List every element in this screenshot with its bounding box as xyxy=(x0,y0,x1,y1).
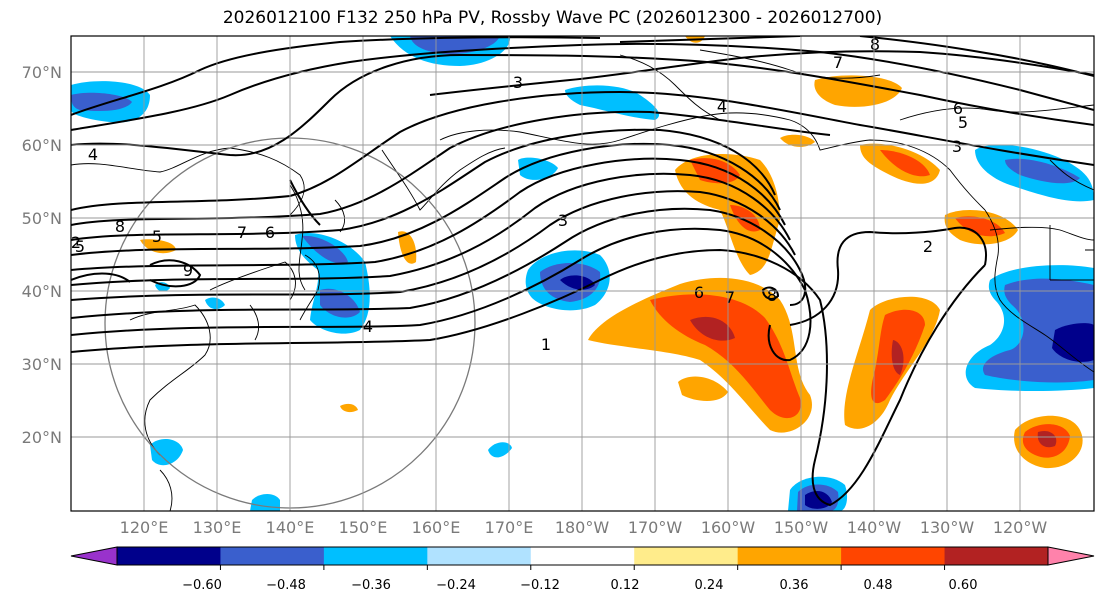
contour-label: 7 xyxy=(237,223,247,242)
colorbar-segment xyxy=(634,547,739,565)
contour-label: 3 xyxy=(513,73,523,92)
colorbar-tick-label: 0.36 xyxy=(780,578,809,593)
contour-label: 3 xyxy=(952,137,962,156)
coastlines xyxy=(71,49,1094,511)
colorbar-segment xyxy=(530,547,635,565)
lat-label: 30°N xyxy=(22,355,62,374)
pv-contours xyxy=(71,36,1094,507)
lon-label: 140°E xyxy=(266,518,315,537)
colorbar-segment xyxy=(220,547,325,565)
lat-label: 60°N xyxy=(22,136,62,155)
colorbar-tick-labels: −0.60 −0.48 −0.36 −0.24 −0.12 0.12 0.24 … xyxy=(182,578,977,593)
colorbar-segment xyxy=(944,547,1049,565)
contour-label: 6 xyxy=(265,223,275,242)
contour-label: 8 xyxy=(115,217,125,236)
contour-label: 3 xyxy=(558,211,568,230)
colorbar-tick-label: 0.12 xyxy=(611,578,640,593)
gridlines xyxy=(71,36,1094,511)
lon-label: 170°W xyxy=(628,518,683,537)
longitude-labels: 120°E 130°E 140°E 150°E 160°E 170°E 180°… xyxy=(120,518,1048,537)
contour-label: 4 xyxy=(88,145,98,164)
lon-label: 140°W xyxy=(847,518,902,537)
colorbar-tick-label: −0.36 xyxy=(351,578,391,593)
lon-label: 180°W xyxy=(555,518,610,537)
contour-label: 7 xyxy=(725,288,735,307)
contour-label: 8 xyxy=(870,35,880,54)
contour-label: 5 xyxy=(152,227,162,246)
contour-label: 9 xyxy=(183,261,193,280)
colorbar-tick-label: 0.60 xyxy=(949,578,978,593)
lon-label: 120°W xyxy=(993,518,1048,537)
contour-label: 4 xyxy=(363,317,373,336)
lon-label: 150°E xyxy=(339,518,388,537)
lat-label: 70°N xyxy=(22,63,62,82)
lon-label: 150°W xyxy=(774,518,829,537)
map-title: 2026012100 F132 250 hPa PV, Rossby Wave … xyxy=(222,8,883,28)
lon-label: 170°E xyxy=(485,518,534,537)
colorbar-outline xyxy=(70,546,1095,566)
contour-label: 1 xyxy=(541,335,551,354)
colorbar-tick-label: −0.60 xyxy=(182,578,222,593)
colorbar-segments xyxy=(71,547,1094,565)
latitude-labels: 70°N 60°N 50°N 40°N 30°N 20°N xyxy=(22,63,62,447)
colorbar-tick-label: −0.48 xyxy=(266,578,306,593)
lon-label: 120°E xyxy=(120,518,169,537)
contour-labels: 8 7 6 5 3 4 5 6 7 8 5 9 4 3 2 1 6 7 8 3 … xyxy=(71,35,968,354)
colorbar-segment xyxy=(841,547,946,565)
lon-label: 130°W xyxy=(920,518,975,537)
colorbar-tick-label: 0.24 xyxy=(695,578,724,593)
lon-label: 160°W xyxy=(701,518,756,537)
contour-label: 5 xyxy=(75,237,85,256)
colorbar-segment xyxy=(427,547,532,565)
colorbar-tick-label: 0.48 xyxy=(864,578,893,593)
colorbar-ticks xyxy=(219,565,946,570)
colorbar-extend-low xyxy=(71,547,117,565)
positive-anomaly-central-core xyxy=(650,294,801,419)
contour-label: 7 xyxy=(833,53,843,72)
colorbar-tick-label: −0.12 xyxy=(520,578,560,593)
colorbar-segment xyxy=(737,547,842,565)
lat-label: 50°N xyxy=(22,209,62,228)
contour-label: 6 xyxy=(694,283,704,302)
contour-label: 6 xyxy=(953,99,963,118)
contour-label: 2 xyxy=(71,233,81,252)
contour-label: 4 xyxy=(717,97,727,116)
lon-label: 160°E xyxy=(412,518,461,537)
colorbar-segment xyxy=(117,547,221,565)
map-frame xyxy=(70,35,1095,512)
colorbar-tick-label: −0.24 xyxy=(436,578,476,593)
lon-label: 130°E xyxy=(193,518,242,537)
lat-label: 40°N xyxy=(22,282,62,301)
contour-label: 2 xyxy=(923,237,933,256)
colorbar: −0.60 −0.48 −0.36 −0.24 −0.12 0.12 0.24 … xyxy=(70,546,1095,593)
colorbar-extend-high xyxy=(1048,547,1094,565)
lat-label: 20°N xyxy=(22,428,62,447)
colorbar-segment xyxy=(323,547,428,565)
contour-label: 5 xyxy=(958,113,968,132)
contour-label: 8 xyxy=(767,286,777,305)
